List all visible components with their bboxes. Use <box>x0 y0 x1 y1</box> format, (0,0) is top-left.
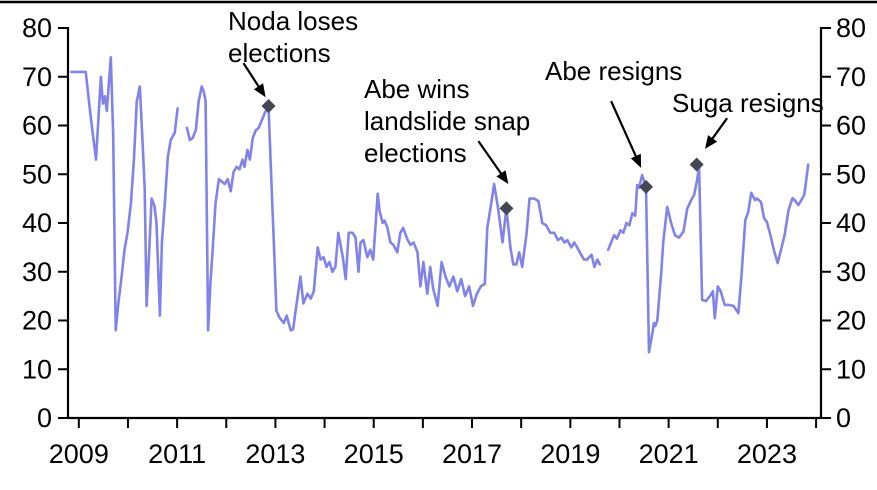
abe-resigns-arrowhead-icon <box>630 153 642 168</box>
noda-loses-elections-marker-diamond-icon <box>261 99 276 113</box>
y-tick-label-left: 70 <box>22 62 52 92</box>
y-tick-label-right: 60 <box>836 111 866 141</box>
y-tick-label-left: 50 <box>22 159 52 189</box>
suga-resigns-label: Suga resigns <box>672 88 824 118</box>
y-tick-label-left: 40 <box>22 208 52 238</box>
abe-wins-landslide-snap-elections-label: Abe wins landslide snap elections <box>364 74 530 168</box>
japan-cabinet-poll-line <box>70 55 179 332</box>
y-tick-label-left: 20 <box>22 306 52 336</box>
abe-wins-landslide-snap-elections-marker-diamond-icon <box>499 201 514 216</box>
y-tick-label-right: 0 <box>836 403 851 433</box>
x-tick-label: 2015 <box>344 439 404 469</box>
x-tick-label: 2023 <box>737 439 797 469</box>
abe-resigns-arrow-line <box>610 100 639 162</box>
y-tick-label-right: 20 <box>836 306 866 336</box>
x-tick-label: 2013 <box>245 439 305 469</box>
abe-wins-landslide-snap-elections-arrow-line <box>477 140 505 179</box>
y-tick-label-right: 30 <box>836 257 866 287</box>
y-tick-label-left: 30 <box>22 257 52 287</box>
y-tick-label-right: 50 <box>836 159 866 189</box>
x-tick-label: 2021 <box>639 439 699 469</box>
y-tick-label-right: 40 <box>836 208 866 238</box>
y-tick-label-left: 60 <box>22 111 52 141</box>
noda-loses-elections-label: Noda loses elections <box>228 6 358 68</box>
x-tick-label: 2017 <box>442 439 502 469</box>
y-tick-label-left: 80 <box>22 13 52 43</box>
japan-cabinet-poll-line <box>185 85 602 332</box>
abe-resigns-label: Abe resigns <box>545 56 682 86</box>
y-tick-label-left: 0 <box>37 403 52 433</box>
y-tick-label-right: 80 <box>836 13 866 43</box>
x-tick-label: 2009 <box>49 439 109 469</box>
japan-cabinet-poll-line <box>606 163 810 354</box>
suga-resigns-marker-diamond-icon <box>689 157 704 172</box>
suga-resigns-arrowhead-icon <box>705 135 718 149</box>
x-tick-label: 2011 <box>148 439 206 469</box>
y-tick-label-right: 70 <box>836 62 866 92</box>
noda-loses-elections-arrow-line <box>242 62 263 92</box>
noda-loses-elections-arrowhead-icon <box>253 83 266 98</box>
abe-resigns-marker-diamond-icon <box>639 179 654 194</box>
y-tick-label-right: 10 <box>836 354 866 384</box>
x-tick-label: 2019 <box>540 439 600 469</box>
abe-wins-landslide-snap-elections-arrowhead-icon <box>496 170 509 184</box>
y-tick-label-left: 10 <box>22 354 52 384</box>
